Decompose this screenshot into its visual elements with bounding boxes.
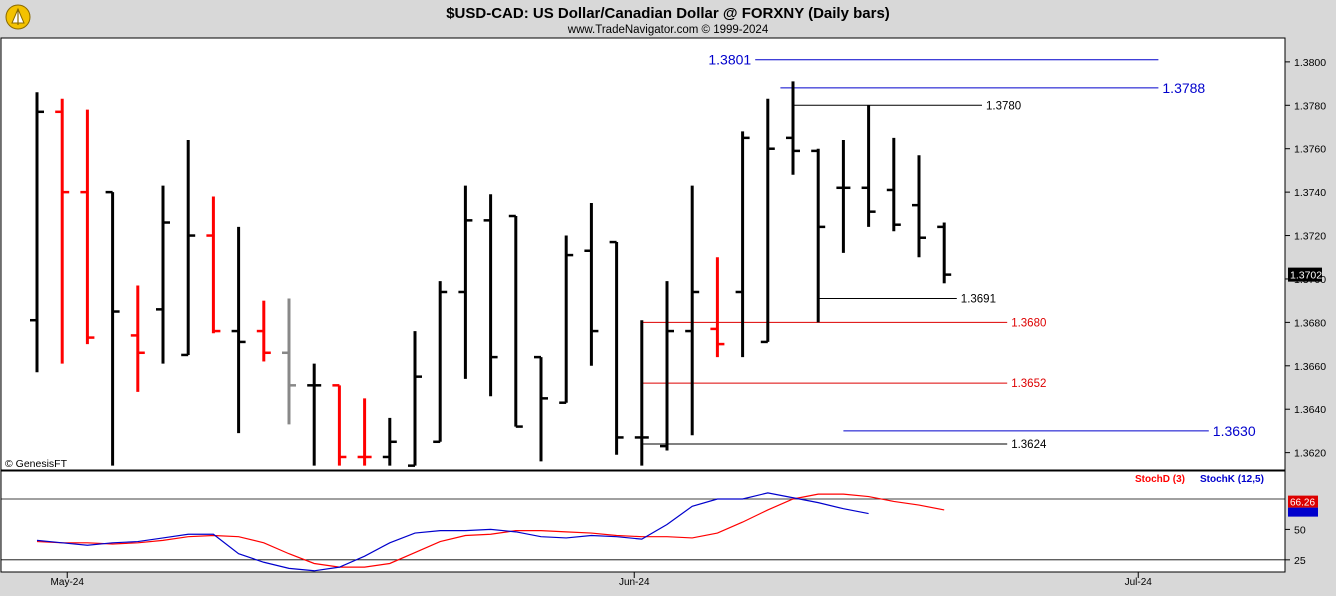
chart-subtitle: www.TradeNavigator.com © 1999-2024 (567, 24, 769, 36)
last-price-label: 1.3702 (1290, 270, 1322, 282)
trade-navigator-logo-icon (5, 4, 31, 30)
ohlc-bar (458, 185, 473, 379)
ohlc-bar (836, 140, 851, 253)
ohlc-bar (156, 185, 170, 364)
ohlc-bar (357, 398, 372, 466)
ohlc-bar (861, 105, 876, 227)
ohlc-bar (886, 137, 901, 232)
ohlc-bar (559, 235, 574, 404)
level-label: 1.3780 (986, 100, 1021, 112)
price-tick-label: 1.3640 (1294, 404, 1326, 416)
ohlc-bar (256, 300, 271, 362)
ohlc-bar (534, 355, 548, 462)
chart-title: $USD-CAD: US Dollar/Canadian Dollar @ FO… (446, 5, 890, 22)
level-label: 1.3691 (961, 294, 996, 306)
ohlc-bar (231, 226, 246, 434)
ohlc-bar (508, 214, 523, 428)
price-tick-label: 1.3680 (1294, 317, 1326, 329)
ohlc-bar (206, 196, 221, 334)
ohlc-bar (660, 281, 674, 451)
stoch-d-line (36, 493, 945, 568)
stoch-legend-label: StochD (3) (1135, 474, 1185, 485)
price-tick-label: 1.3800 (1294, 57, 1326, 69)
ohlc-bar (408, 331, 422, 467)
ohlc-bar (307, 363, 322, 466)
ohlc-bar (30, 92, 44, 373)
ohlc-bar (55, 98, 70, 364)
ohlc-bar (912, 155, 926, 258)
stoch-tick-label: 25 (1294, 555, 1306, 567)
price-tick-label: 1.3740 (1294, 187, 1326, 199)
level-label: 1.3652 (1011, 378, 1046, 390)
level-label: 1.3630 (1213, 423, 1256, 439)
ohlc-bar (710, 257, 725, 358)
ohlc-bar (786, 81, 800, 175)
ohlc-bar (735, 131, 750, 358)
price-tick-label: 1.3780 (1294, 100, 1326, 112)
ohlc-bar (760, 98, 775, 344)
last-price-box (1288, 267, 1322, 282)
ohlc-bar (181, 140, 196, 357)
level-label: 1.3624 (1011, 439, 1047, 451)
ohlc-bar (811, 148, 826, 323)
ohlc-bar (584, 202, 599, 366)
stoch-legend-label: StochK (12,5) (1200, 474, 1264, 485)
ohlc-bar (130, 285, 145, 392)
ohlc-bar (685, 185, 700, 436)
stoch-d-value-label: 66.26 (1290, 498, 1315, 509)
stoch-d-value-box (1288, 495, 1318, 508)
time-tick-label: Jun-24 (619, 577, 650, 588)
ohlc-bar (282, 298, 296, 425)
ohlc-bar (937, 222, 952, 284)
time-tick-label: May-24 (51, 577, 85, 588)
price-tick-label: 1.3660 (1294, 361, 1326, 373)
level-label: 1.3801 (708, 52, 751, 68)
ohlc-bar (634, 320, 649, 466)
ohlc-bar (332, 384, 347, 466)
stoch-k-value-box (1288, 507, 1318, 517)
price-tick-label: 1.3760 (1294, 144, 1326, 156)
watermark: © GenesisFT (5, 458, 68, 470)
level-label: 1.3788 (1162, 80, 1205, 96)
ohlc-bar (382, 417, 397, 466)
ohlc-bar (105, 190, 120, 466)
price-tick-label: 1.3720 (1294, 231, 1326, 243)
stochastic-pane (0, 470, 1286, 573)
level-label: 1.3680 (1011, 317, 1046, 329)
price-tick-label: 1.3620 (1294, 448, 1326, 460)
time-tick-label: Jul-24 (1125, 577, 1153, 588)
ohlc-bar (483, 194, 498, 397)
ohlc-bar (609, 240, 624, 455)
stoch-k-line (36, 492, 869, 572)
ohlc-bar (433, 281, 448, 444)
ohlc-bar (80, 109, 95, 345)
stoch-tick-label: 50 (1294, 524, 1306, 536)
